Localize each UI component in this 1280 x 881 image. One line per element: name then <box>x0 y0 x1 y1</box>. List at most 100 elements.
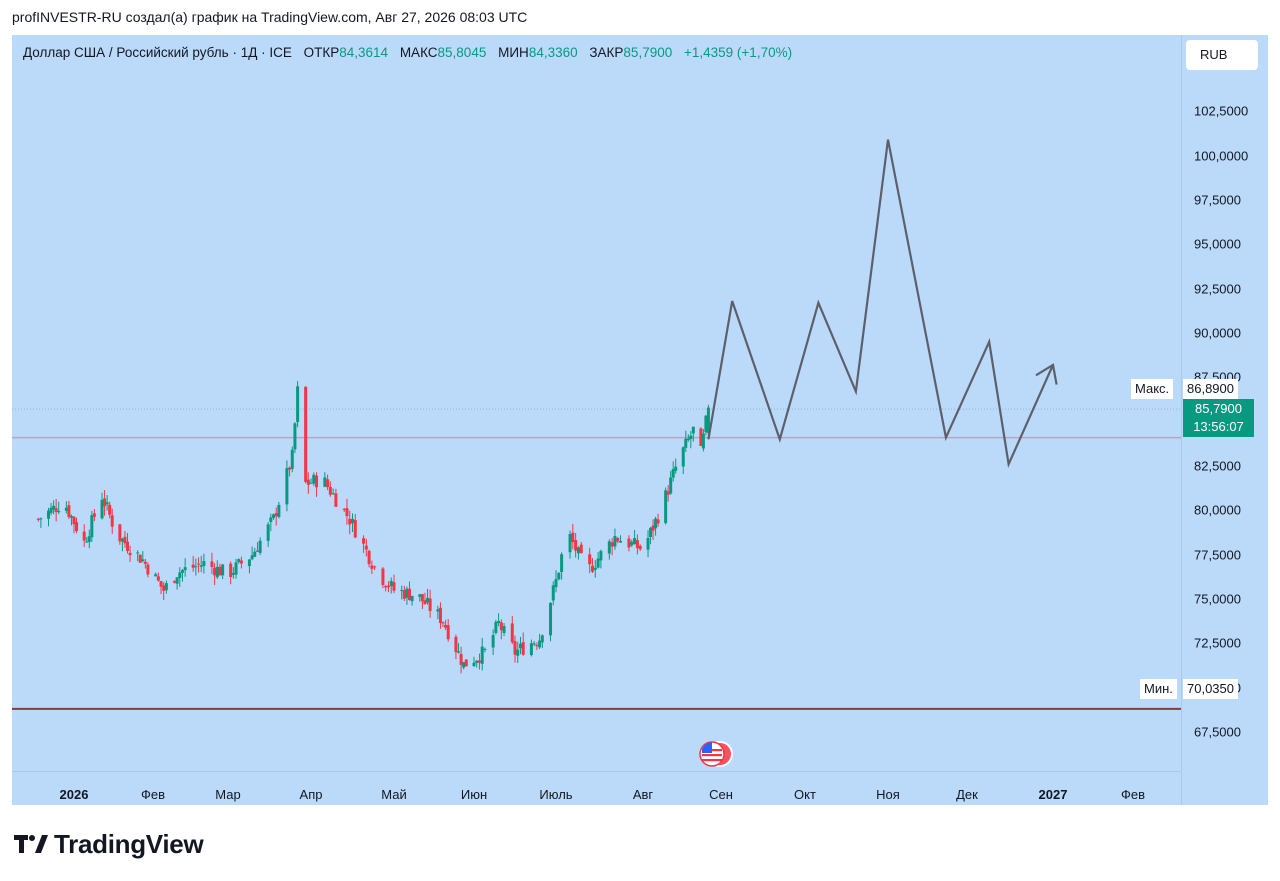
candle[interactable] <box>400 585 404 600</box>
candle[interactable] <box>75 517 79 534</box>
candle[interactable] <box>39 517 43 528</box>
candle[interactable] <box>304 386 308 484</box>
candle[interactable] <box>472 656 476 668</box>
candle[interactable] <box>423 592 427 605</box>
candle[interactable] <box>392 574 396 594</box>
candle[interactable] <box>599 549 603 569</box>
candle[interactable] <box>462 661 466 670</box>
candle[interactable] <box>218 563 222 576</box>
candle[interactable] <box>237 558 241 564</box>
candle[interactable] <box>571 523 575 550</box>
candle[interactable] <box>367 549 371 568</box>
candle[interactable] <box>255 542 259 552</box>
candle[interactable] <box>239 556 243 569</box>
candle[interactable] <box>551 581 555 606</box>
candle[interactable] <box>229 561 233 585</box>
candle[interactable] <box>646 530 650 558</box>
candle[interactable] <box>118 524 122 545</box>
candle[interactable] <box>326 474 330 491</box>
candle[interactable] <box>143 559 147 569</box>
candle[interactable] <box>410 595 414 606</box>
candle[interactable] <box>386 581 390 593</box>
candle[interactable] <box>250 546 254 561</box>
candle[interactable] <box>681 446 685 475</box>
candle[interactable] <box>85 537 89 543</box>
candle[interactable] <box>348 510 352 535</box>
candle[interactable] <box>253 547 257 558</box>
candle[interactable] <box>516 641 520 664</box>
candle[interactable] <box>172 580 176 584</box>
candle[interactable] <box>36 517 40 522</box>
candle[interactable] <box>178 567 182 587</box>
candle[interactable] <box>619 535 623 543</box>
candle[interactable] <box>538 633 542 650</box>
candle[interactable] <box>331 488 335 495</box>
candle[interactable] <box>446 619 450 642</box>
candle[interactable] <box>666 485 670 502</box>
currency-button[interactable]: RUB <box>1186 40 1258 70</box>
candle[interactable] <box>499 619 503 640</box>
candle[interactable] <box>328 481 332 497</box>
candle[interactable] <box>497 613 501 627</box>
candle[interactable] <box>630 539 634 547</box>
candle[interactable] <box>389 577 393 594</box>
candle[interactable] <box>444 619 448 631</box>
candle[interactable] <box>418 594 422 602</box>
candle[interactable] <box>554 570 558 593</box>
candle[interactable] <box>532 641 536 647</box>
candle[interactable] <box>464 659 468 667</box>
candle[interactable] <box>164 580 168 594</box>
candle[interactable] <box>67 500 71 520</box>
candle[interactable] <box>593 559 597 578</box>
candle[interactable] <box>159 580 163 595</box>
candle[interactable] <box>549 602 553 642</box>
candle[interactable] <box>309 478 313 484</box>
candle[interactable] <box>454 634 458 660</box>
candle[interactable] <box>191 555 195 572</box>
candle[interactable] <box>633 529 637 545</box>
candle[interactable] <box>266 522 270 547</box>
candle[interactable] <box>691 426 695 442</box>
candle[interactable] <box>459 646 463 674</box>
candle[interactable] <box>306 472 310 494</box>
candle[interactable] <box>529 639 533 657</box>
candle[interactable] <box>272 513 276 520</box>
candle[interactable] <box>199 555 203 573</box>
candle[interactable] <box>258 537 262 556</box>
candle[interactable] <box>342 508 346 513</box>
candle[interactable] <box>110 508 114 534</box>
candle[interactable] <box>420 593 424 609</box>
us-event-flag-icon[interactable] <box>698 740 734 768</box>
candle[interactable] <box>477 653 481 670</box>
candle[interactable] <box>123 531 127 548</box>
candle[interactable] <box>213 563 217 586</box>
candle[interactable] <box>610 538 614 556</box>
candle[interactable] <box>69 514 73 526</box>
candle[interactable] <box>699 427 703 447</box>
candle[interactable] <box>574 532 578 558</box>
candle[interactable] <box>656 513 660 527</box>
candle[interactable] <box>513 635 517 663</box>
candle[interactable] <box>568 530 572 559</box>
candle[interactable] <box>373 565 377 571</box>
candle[interactable] <box>290 446 294 473</box>
candle[interactable] <box>607 539 611 560</box>
candle[interactable] <box>100 492 104 520</box>
candle[interactable] <box>90 510 94 543</box>
candle[interactable] <box>518 636 522 655</box>
candle[interactable] <box>521 632 525 656</box>
candle[interactable] <box>438 602 442 629</box>
candle[interactable] <box>120 537 124 552</box>
candle[interactable] <box>323 472 327 488</box>
candle[interactable] <box>364 538 368 557</box>
candle[interactable] <box>156 572 160 582</box>
tradingview-logo[interactable]: TradingView <box>14 828 204 860</box>
candle[interactable] <box>576 546 580 560</box>
candle[interactable] <box>535 642 539 650</box>
candle[interactable] <box>596 552 600 569</box>
candle[interactable] <box>613 528 617 550</box>
candle[interactable] <box>296 381 300 428</box>
candle[interactable] <box>381 567 385 589</box>
candle[interactable] <box>202 553 206 574</box>
candle[interactable] <box>234 559 238 579</box>
